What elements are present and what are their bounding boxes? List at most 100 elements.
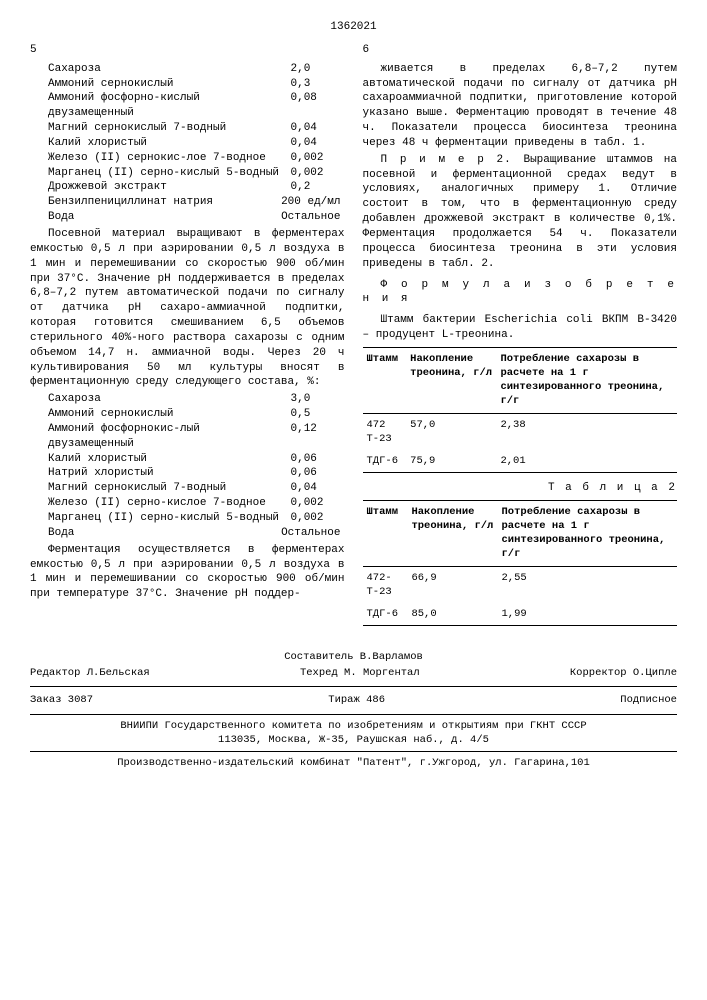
footer-corrector: Корректор О.Ципле xyxy=(570,666,677,680)
table-cell: 66,9 xyxy=(407,566,497,603)
composition-value: 0,06 xyxy=(291,466,341,481)
composition-value: 0,2 xyxy=(291,180,341,195)
composition-row: Калий хлористый0,04 xyxy=(30,136,345,151)
table-2-title: Т а б л и ц а 2 xyxy=(363,481,678,496)
col-num-right: 6 xyxy=(363,43,678,58)
composition-label: Аммоний фосфорно-кислый двузамещенный xyxy=(48,91,291,121)
composition-value: 3,0 xyxy=(291,392,341,407)
composition-row: Натрий хлористый0,06 xyxy=(30,466,345,481)
composition-value: 0,002 xyxy=(291,496,341,511)
composition-label: Калий хлористый xyxy=(48,136,291,151)
composition-label: Магний сернокислый 7-водный xyxy=(48,481,291,496)
footer-tirage: Тираж 486 xyxy=(328,693,385,707)
composition-row: ВодаОстальное xyxy=(30,210,345,225)
composition-label: Аммоний фосфорнокис-лый двузамещенный xyxy=(48,422,291,452)
footer-techred: Техред М. Моргентал xyxy=(300,666,420,680)
example-2-text: Выращивание штаммов на посевной и фермен… xyxy=(363,154,678,270)
composition-value: 0,002 xyxy=(291,151,341,166)
table-header-cell: Штамм xyxy=(363,347,407,413)
composition-row: Дрожжевой экстракт0,2 xyxy=(30,180,345,195)
footer-compiler: Составитель В.Варламов xyxy=(30,650,677,664)
composition-label: Дрожжевой экстракт xyxy=(48,180,291,195)
composition-value: 0,002 xyxy=(291,166,341,181)
table-cell: 2,38 xyxy=(496,413,677,450)
right-paragraph-1: живается в пределах 6,8–7,2 путем автома… xyxy=(363,62,678,151)
composition-label: Аммоний сернокислый xyxy=(48,77,291,92)
composition-value: 0,08 xyxy=(291,91,341,106)
example-2-label: П р и м е р 2. xyxy=(381,154,524,166)
col-num-left: 5 xyxy=(30,43,345,58)
footer-order: Заказ 3087 xyxy=(30,693,93,707)
composition-row: Железо (II) серно-кислое 7-водное0,002 xyxy=(30,496,345,511)
table-1: ШтаммНакопление треонина, г/лПотребление… xyxy=(363,347,678,473)
table-cell: 75,9 xyxy=(406,450,496,473)
footer-sign: Подписное xyxy=(620,693,677,707)
composition-label: Аммоний сернокислый xyxy=(48,407,291,422)
composition-value: 0,06 xyxy=(291,452,341,467)
composition-label: Сахароза xyxy=(48,392,291,407)
composition-row: Марганец (II) серно-кислый 5-водный0,002 xyxy=(30,511,345,526)
table-cell: 2,01 xyxy=(496,450,677,473)
table-2: ШтаммНакопление треонина, г/лПотребление… xyxy=(363,500,678,626)
footer-org: ВНИИПИ Государственного комитета по изоб… xyxy=(30,719,677,733)
composition-label: Калий хлористый xyxy=(48,452,291,467)
composition-label: Бензилпенициллинат натрия xyxy=(48,195,281,210)
composition-value: 0,04 xyxy=(291,481,341,496)
table-cell: 472- Т-23 xyxy=(363,566,408,603)
patent-claim: Штамм бактерии Escherichia coli ВКПМ B-3… xyxy=(363,313,678,343)
footer-printer: Производственно-издательский комбинат "П… xyxy=(30,756,677,770)
composition-label: Железо (II) серно-кислое 7-водное xyxy=(48,496,291,511)
table-header-cell: Накопление треонина, г/л xyxy=(406,347,496,413)
composition-value: 2,0 xyxy=(291,62,341,77)
composition-label: Марганец (II) серно-кислый 5-водный xyxy=(48,511,291,526)
composition-value: 0,04 xyxy=(291,136,341,151)
composition-label: Натрий хлористый xyxy=(48,466,291,481)
composition-row: Железо (II) сернокис-лое 7-водное0,002 xyxy=(30,151,345,166)
composition-label: Сахароза xyxy=(48,62,291,77)
table-cell: 85,0 xyxy=(407,603,497,626)
footer-addr: 113035, Москва, Ж-35, Раушская наб., д. … xyxy=(30,733,677,747)
composition-label: Железо (II) сернокис-лое 7-водное xyxy=(48,151,291,166)
composition-row: ВодаОстальное xyxy=(30,526,345,541)
composition-label: Вода xyxy=(48,526,281,541)
table-cell: 1,99 xyxy=(497,603,677,626)
composition-2: Сахароза3,0Аммоний сернокислый0,5Аммоний… xyxy=(30,392,345,540)
composition-row: Аммоний фосфорно-кислый двузамещенный0,0… xyxy=(30,91,345,121)
table-cell: 57,0 xyxy=(406,413,496,450)
composition-value: 0,5 xyxy=(291,407,341,422)
composition-row: Сахароза3,0 xyxy=(30,392,345,407)
composition-label: Вода xyxy=(48,210,281,225)
table-cell: 2,55 xyxy=(497,566,677,603)
composition-value: Остальное xyxy=(281,526,340,541)
composition-value: Остальное xyxy=(281,210,340,225)
composition-value: 0,002 xyxy=(291,511,341,526)
footer-editor: Редактор Л.Бельская xyxy=(30,666,150,680)
footer-block: Составитель В.Варламов Редактор Л.Бельск… xyxy=(30,650,677,770)
table-row: ТДГ-675,92,01 xyxy=(363,450,678,473)
composition-row: Аммоний сернокислый0,3 xyxy=(30,77,345,92)
composition-value: 0,12 xyxy=(291,422,341,437)
left-column: 5 Сахароза2,0Аммоний сернокислый0,3Аммон… xyxy=(30,43,345,634)
table-cell: 472 Т-23 xyxy=(363,413,407,450)
table-header-cell: Накопление треонина, г/л xyxy=(407,500,497,566)
composition-row: Бензилпенициллинат натрия200 ед/мл xyxy=(30,195,345,210)
composition-value: 200 ед/мл xyxy=(281,195,340,210)
left-paragraph-1: Посевной материал выращивают в ферментер… xyxy=(30,227,345,390)
composition-row: Аммоний фосфорнокис-лый двузамещенный0,1… xyxy=(30,422,345,452)
composition-1: Сахароза2,0Аммоний сернокислый0,3Аммоний… xyxy=(30,62,345,225)
two-column-body: 5 Сахароза2,0Аммоний сернокислый0,3Аммон… xyxy=(30,43,677,634)
table-cell: ТДГ-6 xyxy=(363,603,408,626)
composition-row: Марганец (II) серно-кислый 5-водный0,002 xyxy=(30,166,345,181)
table-header-cell: Штамм xyxy=(363,500,408,566)
composition-row: Аммоний сернокислый0,5 xyxy=(30,407,345,422)
right-paragraph-2: П р и м е р 2. Выращивание штаммов на по… xyxy=(363,153,678,272)
table-cell: ТДГ-6 xyxy=(363,450,407,473)
composition-value: 0,04 xyxy=(291,121,341,136)
table-header-cell: Потребление сахарозы в расчете на 1 г си… xyxy=(496,347,677,413)
composition-row: Магний сернокислый 7-водный0,04 xyxy=(30,121,345,136)
composition-label: Магний сернокислый 7-водный xyxy=(48,121,291,136)
table-row: ТДГ-685,01,99 xyxy=(363,603,678,626)
composition-value: 0,3 xyxy=(291,77,341,92)
table-row: 472- Т-2366,92,55 xyxy=(363,566,678,603)
composition-row: Сахароза2,0 xyxy=(30,62,345,77)
